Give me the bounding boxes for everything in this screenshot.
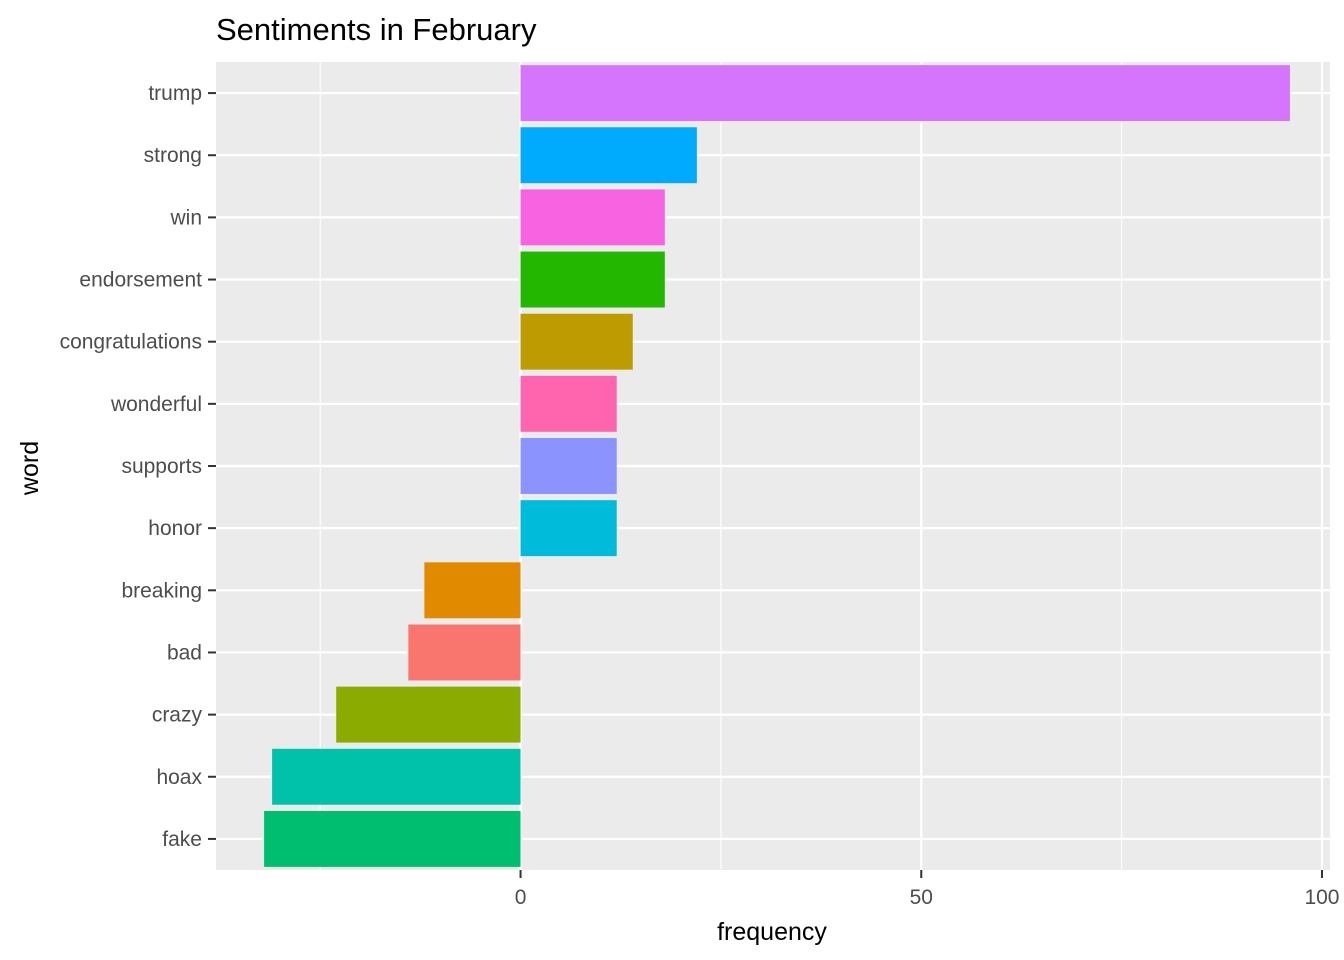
chart-title: Sentiments in February	[216, 12, 537, 47]
x-axis-title: frequency	[717, 918, 827, 946]
bar-bad	[408, 624, 521, 681]
x-tick-label: 50	[910, 886, 933, 909]
bar-crazy	[336, 686, 521, 743]
bars	[264, 65, 1290, 867]
y-tick-label: hoax	[156, 766, 202, 789]
x-tick-label: 100	[1304, 886, 1339, 909]
bar-endorsement	[520, 251, 665, 308]
bar-win	[520, 189, 665, 246]
y-tick-label: wonderful	[110, 393, 202, 416]
y-tick-label: congratulations	[60, 331, 202, 354]
y-tick-label: endorsement	[79, 269, 202, 292]
y-axis-title: word	[16, 441, 44, 496]
grid-lines	[216, 62, 1330, 870]
bar-wonderful	[520, 375, 617, 432]
y-tick-label: honor	[148, 517, 202, 540]
bar-trump	[520, 65, 1290, 122]
x-axis: 0 50 100	[515, 870, 1340, 909]
y-tick-label: fake	[162, 828, 202, 851]
bar-honor	[520, 500, 617, 557]
bar-supports	[520, 438, 617, 494]
y-tick-label: win	[169, 206, 202, 229]
y-tick-label: bad	[167, 641, 202, 664]
y-tick-label: crazy	[152, 704, 203, 727]
y-tick-label: trump	[148, 82, 202, 105]
y-tick-label: supports	[121, 455, 202, 478]
bar-breaking	[424, 562, 521, 619]
x-tick-label: 0	[515, 886, 527, 909]
y-axis: trump strong win endorsement congratulations…	[60, 82, 216, 851]
bar-congratulations	[520, 313, 633, 370]
y-tick-label: strong	[144, 144, 202, 167]
bar-fake	[264, 810, 521, 867]
bar-hoax	[272, 748, 521, 805]
y-tick-label: breaking	[121, 579, 202, 602]
bar-strong	[520, 127, 697, 184]
